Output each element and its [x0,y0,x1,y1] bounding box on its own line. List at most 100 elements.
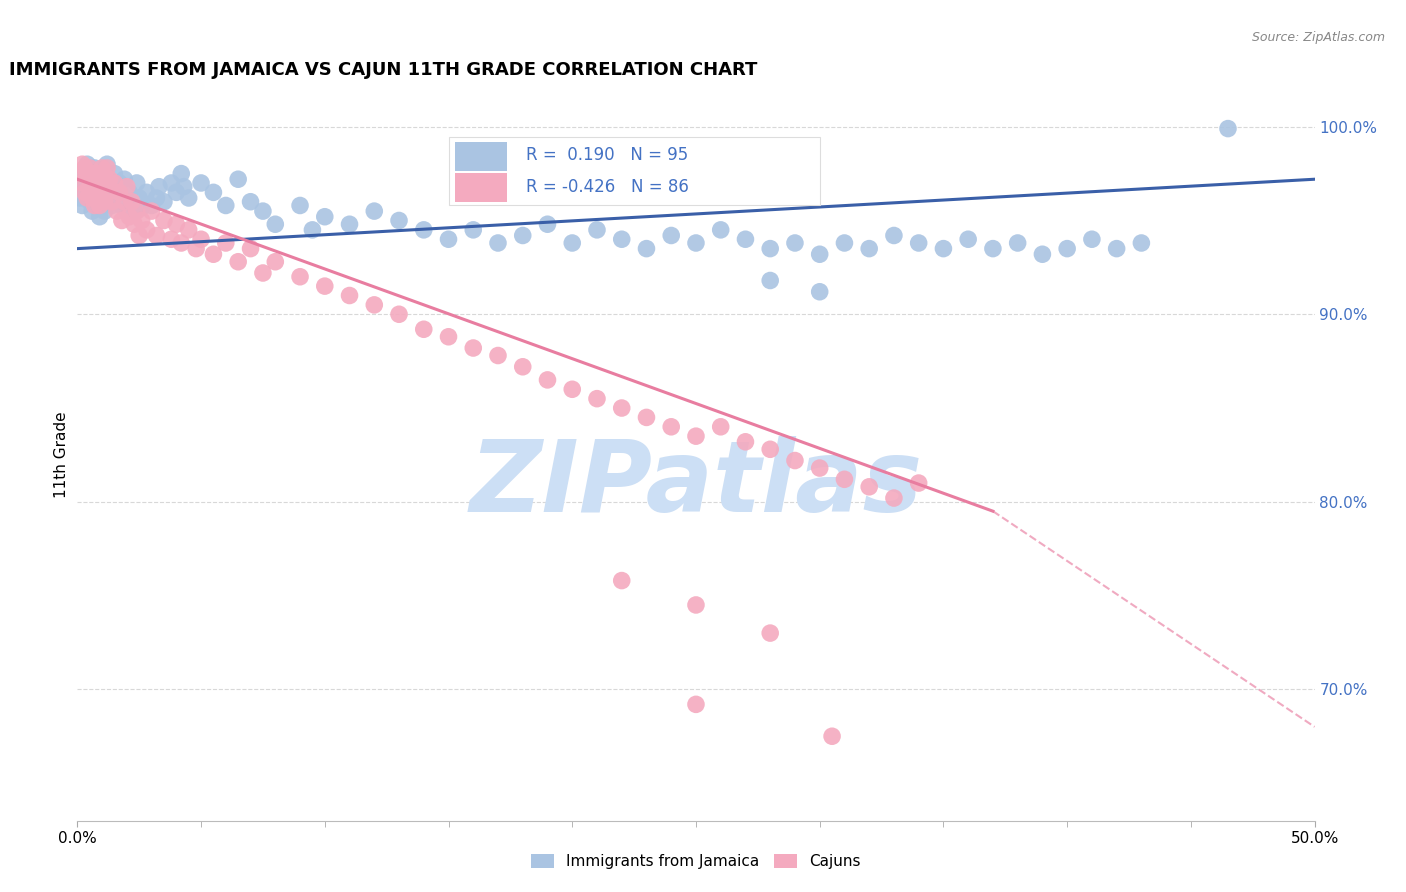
Point [69,176,91,190]
Point [190,232,212,246]
Point [72,157,94,171]
Point [1007,235,1029,250]
Point [190,176,212,190]
Point [111,198,134,212]
Point [82,176,104,190]
Point [907,235,929,250]
Point [96,191,118,205]
Point [115,204,138,219]
Point [76,191,98,205]
Point [252,204,274,219]
Point [82,191,104,205]
Point [388,213,411,227]
Point [512,359,534,374]
Point [463,223,485,237]
Point [79,167,101,181]
Point [759,442,782,457]
Point [759,626,782,640]
Point [122,204,145,219]
Point [86,186,108,200]
Point [145,228,167,243]
Point [808,461,831,475]
Point [72,167,94,181]
Point [301,223,323,237]
Point [288,198,311,212]
Point [561,235,583,250]
Point [883,228,905,243]
Point [108,176,131,190]
Point [561,382,583,396]
Point [89,210,111,224]
Point [72,198,94,212]
Y-axis label: 11th Grade: 11th Grade [53,411,69,499]
Point [98,179,121,194]
Legend: Immigrants from Jamaica, Cajuns: Immigrants from Jamaica, Cajuns [524,847,868,875]
Point [153,213,176,227]
Point [636,410,658,425]
Point [685,598,707,612]
Point [118,210,141,224]
Point [437,232,460,246]
Point [89,172,111,186]
Point [907,476,929,491]
Text: R = -0.426   N = 86: R = -0.426 N = 86 [526,178,689,196]
Point [659,228,682,243]
Point [1081,232,1104,246]
Point [932,242,955,256]
Point [610,232,633,246]
Point [486,235,509,250]
Point [89,179,111,194]
Point [115,179,138,194]
Point [96,161,118,175]
Point [135,223,157,237]
Point [170,235,193,250]
Point [82,167,104,181]
Point [202,247,225,261]
Point [83,189,105,203]
Point [121,194,143,209]
Point [83,198,105,212]
Point [586,392,609,406]
Point [101,198,124,212]
FancyBboxPatch shape [454,172,506,202]
Point [135,186,157,200]
Point [93,194,115,209]
Point [165,186,187,200]
Point [339,217,361,231]
Point [858,480,880,494]
Point [1130,235,1153,250]
Point [858,242,880,256]
Point [105,204,128,219]
Point [412,223,434,237]
Point [821,729,844,743]
Text: R =  0.190   N = 95: R = 0.190 N = 95 [526,146,689,164]
Point [314,279,336,293]
Point [783,453,806,467]
Point [252,266,274,280]
Point [96,157,118,171]
Point [91,167,114,181]
Point [659,419,682,434]
Point [759,273,782,287]
Point [586,223,609,237]
Point [69,167,91,181]
Point [734,434,756,449]
Point [160,176,183,190]
Point [96,186,118,200]
Point [76,167,98,181]
Point [239,242,262,256]
Point [73,186,96,200]
Point [160,232,183,246]
Point [131,200,153,214]
Point [91,161,114,175]
Point [122,217,145,231]
Point [339,288,361,302]
Point [145,191,167,205]
Point [128,228,150,243]
Point [89,198,111,212]
Point [103,176,125,190]
Point [610,401,633,415]
Point [388,307,411,321]
Point [177,223,200,237]
Point [1056,242,1078,256]
